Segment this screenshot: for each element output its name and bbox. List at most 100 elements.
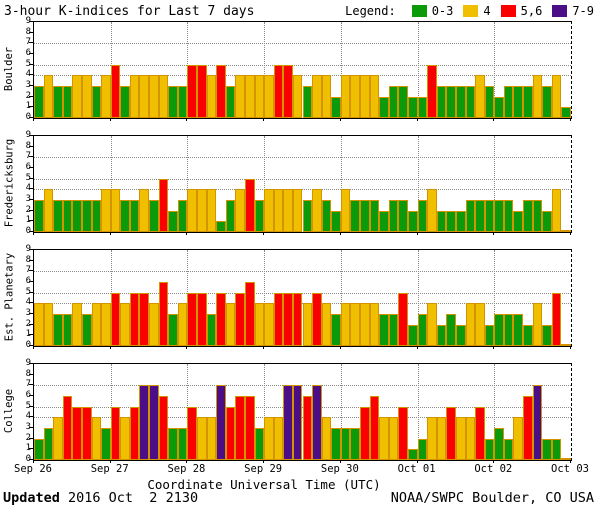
y-tick-label: 4 <box>17 298 31 307</box>
k-index-bar <box>407 449 418 460</box>
y-tick-mark <box>29 459 33 460</box>
y-tick-label: 5 <box>17 287 31 297</box>
k-index-bar <box>340 189 351 232</box>
k-index-bar <box>283 292 293 346</box>
k-index-bar <box>168 428 178 460</box>
purple-swatch <box>552 5 568 17</box>
legend-item-label: 7-9 <box>572 4 594 18</box>
y-tick-mark <box>29 345 33 346</box>
k-index-bar <box>551 292 562 346</box>
k-index-bar <box>187 292 197 346</box>
updated-timestamp: Updated 2016 Oct 2 2130 <box>3 490 198 506</box>
k-index-bar <box>551 189 562 232</box>
y-tick-mark <box>29 199 33 200</box>
k-index-bar <box>331 428 341 460</box>
day-gridline <box>417 364 419 460</box>
x-tick-mark <box>570 346 571 349</box>
k-index-bar <box>91 86 102 118</box>
y-tick-mark <box>29 220 33 222</box>
k-index-bar <box>139 75 150 118</box>
k-index-bar <box>177 200 188 232</box>
x-tick-label: Oct 01 <box>397 463 436 475</box>
threshold-line-4 <box>34 75 571 77</box>
k-index-bar <box>475 406 485 460</box>
y-tick-mark <box>29 384 33 386</box>
k-index-bar <box>254 75 265 118</box>
k-index-bar <box>225 86 236 118</box>
k-index-bar <box>446 210 456 232</box>
y-tick-label: 2 <box>17 205 31 215</box>
y-tick-label: 1 <box>17 102 31 111</box>
y-tick-label: 4 <box>17 184 31 193</box>
k-index-bar <box>513 417 524 460</box>
k-index-bar <box>120 303 130 346</box>
x-tick-mark <box>186 460 188 463</box>
x-tick-mark <box>416 346 418 349</box>
legend-item-label: 4 <box>483 4 491 18</box>
x-tick-mark <box>570 118 571 121</box>
x-tick-mark <box>416 460 418 463</box>
k-index-bar <box>244 396 255 460</box>
k-index-bar <box>149 303 159 346</box>
panel-est-planetary <box>33 249 572 347</box>
k-index-bar <box>398 406 408 460</box>
k-index-bar <box>417 96 428 118</box>
y-tick-label: 9 <box>17 359 31 368</box>
k-index-bar <box>494 96 504 118</box>
y-tick-mark <box>29 281 33 282</box>
k-index-bar <box>360 200 370 232</box>
k-index-bar <box>446 86 456 118</box>
k-index-bar <box>168 86 178 118</box>
k-index-bar <box>436 210 447 232</box>
x-tick-mark <box>339 232 341 235</box>
day-gridline <box>494 364 496 460</box>
k-index-bar <box>446 406 456 460</box>
k-index-bar <box>417 314 428 346</box>
k-index-bar <box>264 75 274 118</box>
k-index-bar <box>331 210 341 232</box>
k-index-bar <box>235 75 245 118</box>
credit-text: NOAA/SWPC Boulder, CO USA <box>390 490 594 506</box>
threshold-line-5 <box>34 292 571 294</box>
y-tick-mark <box>29 395 33 396</box>
y-tick-mark <box>29 259 33 261</box>
y-tick-label: 9 <box>17 17 31 26</box>
station-label-text: Boulder <box>3 46 16 92</box>
legend-item: 0-3 <box>411 4 454 18</box>
k-index-bar <box>436 324 447 346</box>
k-index-bar <box>542 210 552 232</box>
k-index-bar <box>283 189 293 232</box>
k-index-bar <box>494 428 504 460</box>
x-tick-mark <box>33 346 34 349</box>
day-gridline <box>110 136 112 232</box>
k-index-bar <box>197 292 207 346</box>
y-tick-mark <box>29 416 33 418</box>
day-gridline <box>494 250 496 346</box>
k-index-bar <box>273 417 284 460</box>
k-index-bar <box>388 86 399 118</box>
x-tick-mark <box>33 118 34 121</box>
y-tick-mark <box>29 95 33 97</box>
k-index-bar <box>407 324 418 346</box>
y-tick-mark <box>29 42 33 44</box>
threshold-line-5 <box>34 178 571 180</box>
k-index-bar <box>292 292 303 346</box>
k-index-bar <box>302 303 313 346</box>
k-index-bar <box>177 303 188 346</box>
k-index-bar <box>340 428 351 460</box>
y-tick-label: 7 <box>17 152 31 161</box>
k-index-bar <box>225 406 236 460</box>
legend-item-label: 0-3 <box>431 4 454 18</box>
k-index-bar <box>129 292 140 346</box>
k-index-bar <box>168 314 178 346</box>
k-index-bar <box>254 303 265 346</box>
k-index-bar <box>321 303 332 346</box>
k-index-bar <box>292 189 303 232</box>
k-index-bar <box>62 200 73 232</box>
k-index-bar <box>417 438 428 460</box>
y-tick-mark <box>29 323 33 325</box>
k-index-bar <box>369 303 380 346</box>
threshold-line-7 <box>34 43 571 45</box>
k-index-bar <box>158 178 169 232</box>
x-tick-label: Sep 27 <box>90 463 129 475</box>
